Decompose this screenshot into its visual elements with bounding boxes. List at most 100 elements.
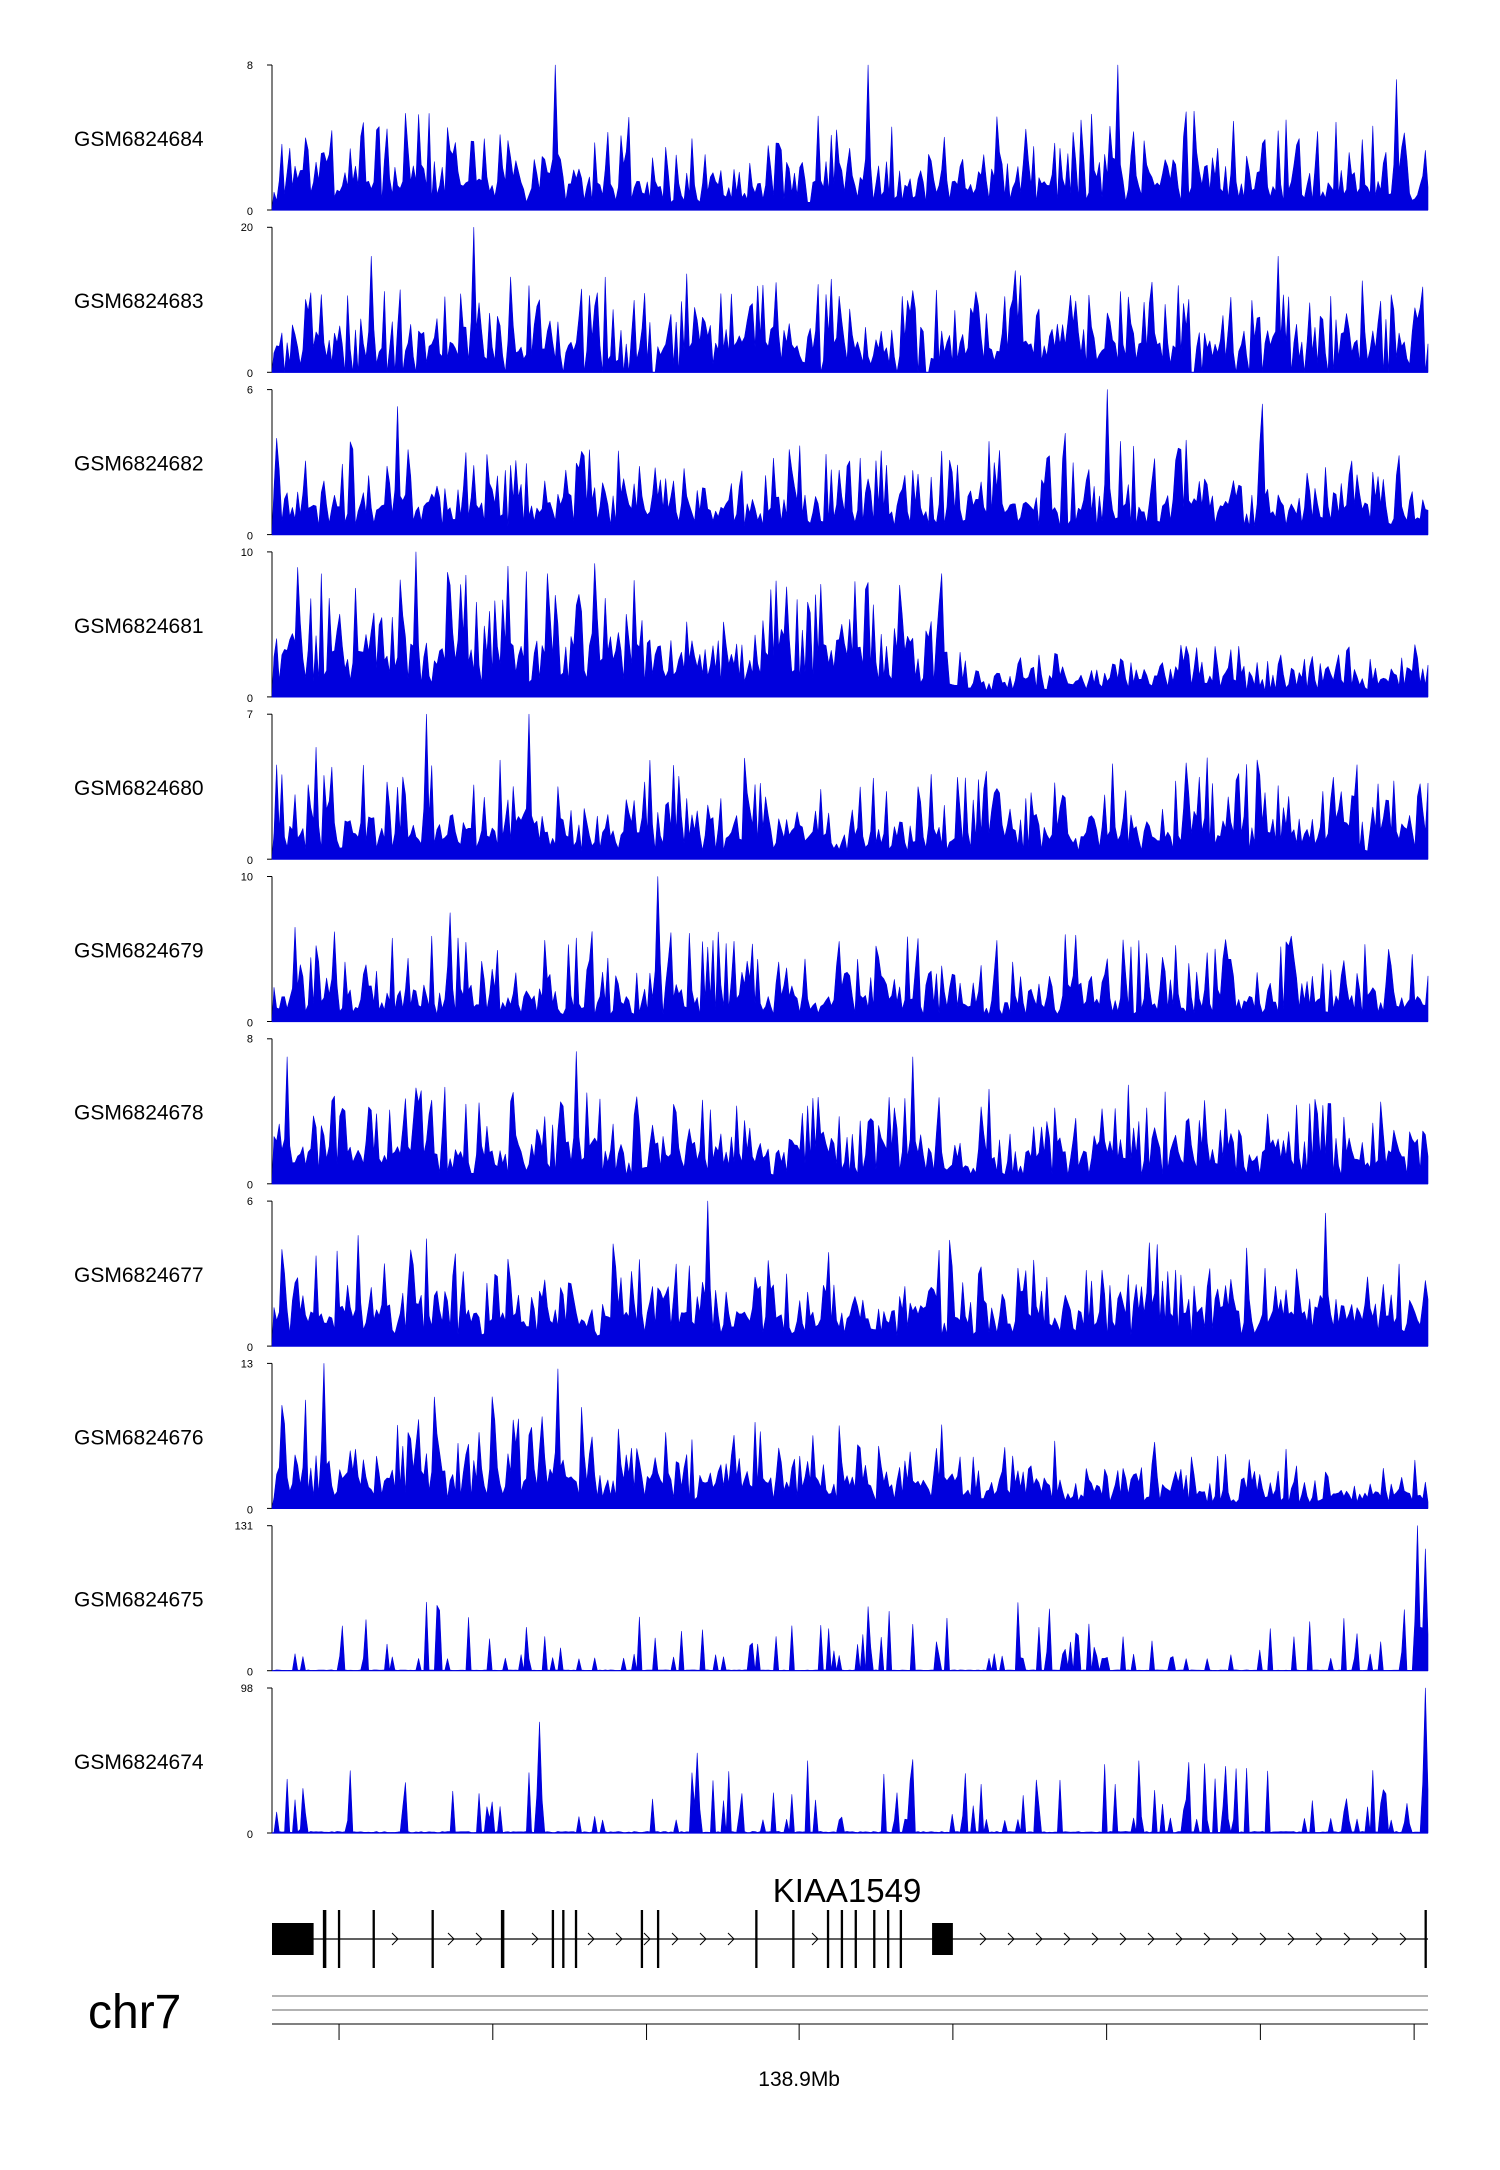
gene-exon bbox=[873, 1910, 876, 1968]
strand-arrow bbox=[1147, 1932, 1155, 1946]
y-axis-min-label: 0 bbox=[247, 855, 253, 867]
strand-arrow bbox=[1231, 1932, 1239, 1946]
signal-area bbox=[271, 1363, 1429, 1509]
gene-exon bbox=[640, 1910, 644, 1968]
track-GSM6824681: GSM6824681 10 0 bbox=[74, 547, 1429, 705]
gene-name-label: KIAA1549 bbox=[773, 1872, 922, 1909]
coordinate-ruler: 138.9Mb bbox=[272, 2023, 1428, 2091]
strand-arrow bbox=[1175, 1932, 1183, 1946]
gene-exon bbox=[372, 1910, 375, 1968]
y-axis-max-label: 131 bbox=[235, 1521, 253, 1533]
track-label: GSM6824680 bbox=[74, 777, 204, 800]
gene-exon bbox=[551, 1910, 555, 1968]
strand-arrow bbox=[615, 1932, 623, 1946]
strand-arrow bbox=[391, 1932, 399, 1946]
y-axis-min-label: 0 bbox=[247, 531, 253, 543]
gene-exon bbox=[562, 1910, 565, 1968]
strand-arrows bbox=[391, 1932, 1407, 1946]
strand-arrow bbox=[1259, 1932, 1267, 1946]
signal-area bbox=[271, 389, 1429, 535]
y-axis-max-label: 10 bbox=[241, 547, 253, 559]
y-axis-max-label: 7 bbox=[247, 709, 253, 721]
track-GSM6824679: GSM6824679 10 0 bbox=[74, 871, 1429, 1029]
y-axis-min-label: 0 bbox=[247, 206, 253, 218]
track-GSM6824682: GSM6824682 6 0 bbox=[74, 385, 1429, 543]
track-GSM6824677: GSM6824677 6 0 bbox=[74, 1196, 1429, 1354]
track-GSM6824675: GSM6824675 131 0 bbox=[74, 1521, 1429, 1679]
strand-arrow bbox=[587, 1932, 595, 1946]
y-axis-max-label: 8 bbox=[247, 1034, 253, 1046]
gene-exon bbox=[826, 1910, 830, 1968]
y-axis-max-label: 8 bbox=[247, 60, 253, 72]
strand-arrow bbox=[447, 1932, 455, 1946]
signal-area bbox=[271, 876, 1429, 1022]
gene-exon bbox=[1424, 1910, 1427, 1968]
strand-arrow bbox=[1343, 1932, 1351, 1946]
signal-area bbox=[271, 64, 1429, 211]
y-axis-min-label: 0 bbox=[247, 1504, 253, 1516]
y-axis-max-label: 13 bbox=[241, 1358, 253, 1370]
signal-area bbox=[271, 551, 1429, 698]
strand-arrow bbox=[1399, 1932, 1407, 1946]
strand-arrow bbox=[1119, 1932, 1127, 1946]
track-label: GSM6824674 bbox=[74, 1751, 204, 1774]
strand-arrow bbox=[699, 1932, 707, 1946]
track-GSM6824676: GSM6824676 13 0 bbox=[74, 1358, 1429, 1516]
track-GSM6824674: GSM6824674 98 0 bbox=[74, 1683, 1429, 1841]
track-label: GSM6824681 bbox=[74, 615, 204, 638]
gene-exons bbox=[272, 1910, 1427, 1968]
strand-arrow bbox=[1091, 1932, 1099, 1946]
signal-area bbox=[271, 713, 1429, 860]
y-axis-max-label: 20 bbox=[241, 222, 253, 234]
strand-arrow bbox=[671, 1932, 679, 1946]
track-GSM6824684: GSM6824684 8 0 bbox=[74, 60, 1429, 218]
signal-area bbox=[271, 1525, 1429, 1671]
y-axis-max-label: 6 bbox=[247, 1196, 253, 1208]
track-GSM6824678: GSM6824678 8 0 bbox=[74, 1034, 1429, 1192]
gene-exon bbox=[755, 1910, 758, 1968]
strand-arrow bbox=[979, 1932, 987, 1946]
y-axis-min-label: 0 bbox=[247, 1017, 253, 1029]
gene-exon bbox=[322, 1910, 327, 1968]
strand-arrow bbox=[1007, 1932, 1015, 1946]
y-axis-max-label: 98 bbox=[241, 1683, 253, 1695]
signal-area bbox=[271, 1687, 1429, 1834]
strand-arrow bbox=[475, 1932, 483, 1946]
strand-arrow bbox=[1287, 1932, 1295, 1946]
strand-arrow bbox=[1315, 1932, 1323, 1946]
gene-exon bbox=[792, 1910, 795, 1968]
strand-arrow bbox=[531, 1932, 539, 1946]
y-axis-min-label: 0 bbox=[247, 1342, 253, 1354]
chromosome-label: chr7 bbox=[88, 1986, 181, 2039]
y-axis-min-label: 0 bbox=[247, 1180, 253, 1192]
signal-area bbox=[271, 227, 1429, 373]
track-label: GSM6824682 bbox=[74, 453, 204, 476]
y-axis-min-label: 0 bbox=[247, 1829, 253, 1841]
strand-arrow bbox=[1371, 1932, 1379, 1946]
gene-exon bbox=[899, 1910, 903, 1968]
gene-track: KIAA1549 bbox=[272, 1872, 1428, 1968]
strand-arrow bbox=[643, 1932, 651, 1946]
y-axis-max-label: 10 bbox=[241, 871, 253, 883]
y-axis-min-label: 0 bbox=[247, 693, 253, 705]
signal-tracks: GSM682468480GSM6824683200GSM682468260GSM… bbox=[74, 60, 1429, 1841]
gene-exon bbox=[886, 1910, 890, 1968]
gene-exon bbox=[500, 1910, 505, 1968]
gene-exon-thick bbox=[272, 1923, 314, 1955]
ruler-ticks bbox=[338, 2024, 1415, 2040]
strand-arrow bbox=[727, 1932, 735, 1946]
track-label: GSM6824684 bbox=[74, 128, 204, 151]
track-GSM6824683: GSM6824683 20 0 bbox=[74, 222, 1429, 380]
strand-arrow bbox=[1063, 1932, 1071, 1946]
gene-exon bbox=[854, 1910, 857, 1968]
y-axis-min-label: 0 bbox=[247, 1667, 253, 1679]
signal-area bbox=[271, 1051, 1429, 1185]
track-label: GSM6824675 bbox=[74, 1589, 204, 1612]
y-axis-min-label: 0 bbox=[247, 368, 253, 380]
track-label: GSM6824676 bbox=[74, 1426, 204, 1449]
gene-exon-thick bbox=[932, 1923, 953, 1955]
track-label: GSM6824678 bbox=[74, 1102, 204, 1125]
track-label: GSM6824677 bbox=[74, 1264, 204, 1287]
gene-exon bbox=[574, 1910, 578, 1968]
